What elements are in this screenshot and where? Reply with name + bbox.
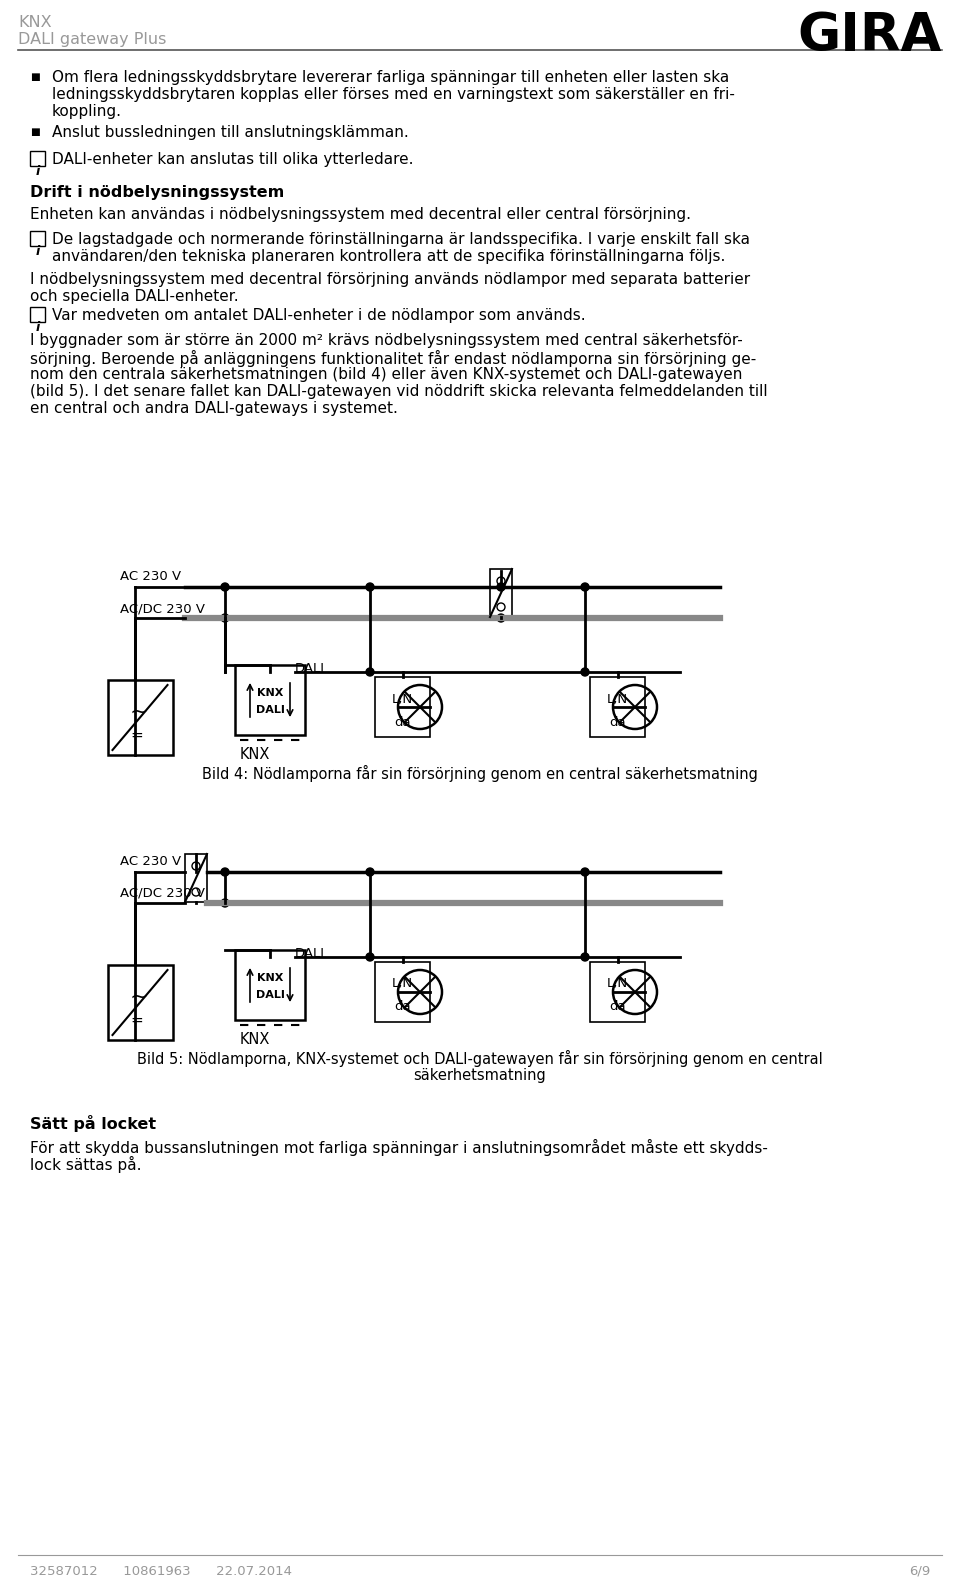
Text: AC/DC 230 V: AC/DC 230 V [120, 603, 205, 615]
Text: i: i [36, 321, 39, 334]
Text: säkerhetsmatning: säkerhetsmatning [414, 1068, 546, 1084]
Text: DALI-enheter kan anslutas till olika ytterledare.: DALI-enheter kan anslutas till olika ytt… [52, 152, 414, 168]
Text: Var medveten om antalet DALI-enheter i de nödlampor som används.: Var medveten om antalet DALI-enheter i d… [52, 308, 586, 323]
Text: DALI: DALI [255, 706, 284, 715]
Bar [235, 951, 305, 1020]
Bar [590, 677, 645, 737]
Bar [30, 307, 45, 323]
Bar [490, 570, 512, 617]
Text: ~: ~ [130, 987, 149, 1008]
Text: i: i [36, 245, 39, 258]
Text: För att skydda bussanslutningen mot farliga spänningar i anslutningsområdet måst: För att skydda bussanslutningen mot farl… [30, 1139, 768, 1156]
Text: Sätt på locket: Sätt på locket [30, 1115, 156, 1133]
Text: användaren/den tekniska planeraren kontrollera att de specifika förinställningar: användaren/den tekniska planeraren kontr… [52, 248, 726, 264]
Text: L,N: L,N [607, 693, 628, 706]
Text: DALI: DALI [295, 948, 325, 960]
Text: AC/DC 230 V: AC/DC 230 V [120, 888, 205, 900]
Text: Drift i nödbelysningssystem: Drift i nödbelysningssystem [30, 185, 284, 199]
Text: en central och andra DALI-gateways i systemet.: en central och andra DALI-gateways i sys… [30, 400, 397, 416]
Text: Enheten kan användas i nödbelysningssystem med decentral eller central försörjni: Enheten kan användas i nödbelysningssyst… [30, 207, 691, 221]
Text: =: = [130, 728, 143, 742]
Text: L,N: L,N [392, 978, 413, 990]
Text: KNX: KNX [18, 14, 52, 30]
Text: da: da [610, 1000, 626, 1014]
Bar [375, 962, 430, 1022]
Text: KNX: KNX [240, 1031, 271, 1047]
Text: nom den centrala säkerhetsmatningen (bild 4) eller även KNX-systemet och DALI-ga: nom den centrala säkerhetsmatningen (bil… [30, 367, 742, 381]
Text: DALI gateway Plus: DALI gateway Plus [18, 32, 166, 47]
Text: (bild 5). I det senare fallet kan DALI-gatewayen vid nöddrift skicka relevanta f: (bild 5). I det senare fallet kan DALI-g… [30, 384, 768, 399]
Text: Om flera ledningsskyddsbrytare levererar farliga spänningar till enheten eller l: Om flera ledningsskyddsbrytare levererar… [52, 70, 730, 85]
Text: L,N: L,N [392, 693, 413, 706]
Circle shape [221, 869, 229, 876]
Text: 6/9: 6/9 [909, 1565, 930, 1577]
Text: sörjning. Beroende på anläggningens funktionalitet får endast nödlamporna sin fö: sörjning. Beroende på anläggningens funk… [30, 350, 756, 367]
Bar [108, 965, 173, 1039]
Text: ■: ■ [30, 73, 39, 82]
Circle shape [366, 668, 374, 676]
Circle shape [366, 869, 374, 876]
Text: da: da [395, 715, 411, 728]
Text: =: = [130, 1012, 143, 1027]
Circle shape [581, 952, 589, 960]
Bar [590, 962, 645, 1022]
Text: De lagstadgade och normerande förinställningarna är landsspecifika. I varje ensk: De lagstadgade och normerande förinställ… [52, 233, 750, 247]
Text: AC 230 V: AC 230 V [120, 854, 181, 869]
Text: da: da [395, 1000, 411, 1014]
Bar [108, 680, 173, 755]
Bar [185, 854, 207, 902]
Circle shape [497, 614, 505, 622]
Text: 32587012      10861963      22.07.2014: 32587012 10861963 22.07.2014 [30, 1565, 292, 1577]
Circle shape [221, 614, 229, 622]
Circle shape [581, 584, 589, 592]
Text: DALI: DALI [295, 661, 325, 676]
Circle shape [581, 869, 589, 876]
Circle shape [497, 584, 505, 592]
Bar [30, 150, 45, 166]
Circle shape [581, 668, 589, 676]
Circle shape [366, 584, 374, 592]
Text: ledningsskyddsbrytaren kopplas eller förses med en varningstext som säkerställer: ledningsskyddsbrytaren kopplas eller för… [52, 87, 734, 101]
Text: KNX: KNX [257, 973, 283, 982]
Text: DALI: DALI [255, 990, 284, 1000]
Text: koppling.: koppling. [52, 104, 122, 119]
Circle shape [221, 899, 229, 906]
Text: Bild 4: Nödlamporna får sin försörjning genom en central säkerhetsmatning: Bild 4: Nödlamporna får sin försörjning … [202, 766, 758, 782]
Text: KNX: KNX [257, 688, 283, 698]
Bar [375, 677, 430, 737]
Text: ~: ~ [130, 702, 149, 721]
Text: da: da [610, 715, 626, 728]
Bar [235, 664, 305, 736]
Bar [30, 231, 45, 245]
Text: GIRA: GIRA [798, 9, 942, 62]
Text: I byggnader som är större än 2000 m² krävs nödbelysningssystem med central säker: I byggnader som är större än 2000 m² krä… [30, 332, 743, 348]
Text: AC 230 V: AC 230 V [120, 570, 181, 584]
Text: L,N: L,N [607, 978, 628, 990]
Text: Anslut bussledningen till anslutningsklämman.: Anslut bussledningen till anslutningsklä… [52, 125, 409, 139]
Text: KNX: KNX [240, 747, 271, 763]
Text: i: i [36, 165, 39, 179]
Circle shape [366, 952, 374, 960]
Text: lock sättas på.: lock sättas på. [30, 1156, 141, 1172]
Text: ■: ■ [30, 127, 39, 138]
Text: I nödbelysningssystem med decentral försörjning används nödlampor med separata b: I nödbelysningssystem med decentral förs… [30, 272, 750, 286]
Text: och speciella DALI-enheter.: och speciella DALI-enheter. [30, 290, 239, 304]
Text: Bild 5: Nödlamporna, KNX-systemet och DALI-gatewayen får sin försörjning genom e: Bild 5: Nödlamporna, KNX-systemet och DA… [137, 1050, 823, 1066]
Circle shape [221, 584, 229, 592]
